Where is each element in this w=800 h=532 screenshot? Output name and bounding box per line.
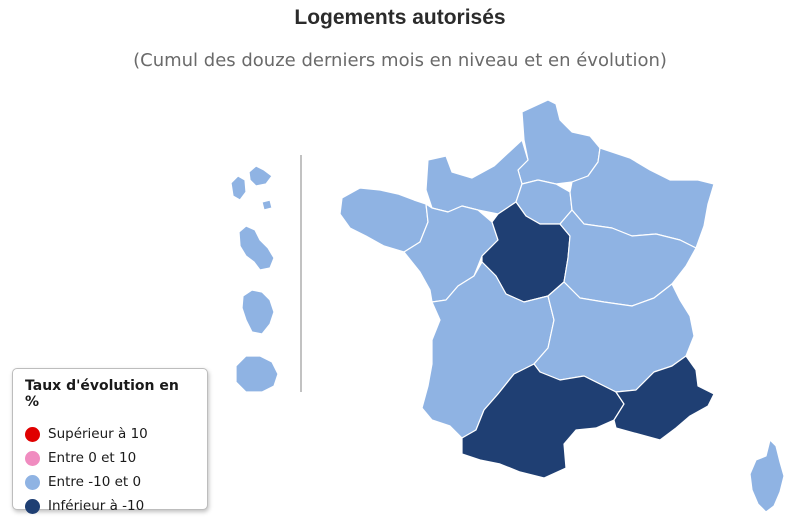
region-occitanie[interactable]: Occitanie: [461, 363, 625, 479]
region-la-reunion[interactable]: La Réunion: [235, 355, 279, 393]
region-normandie[interactable]: Normandie: [425, 139, 529, 215]
legend-dot-icon: [25, 426, 40, 442]
legend-label: Entre 0 et 10: [48, 450, 137, 466]
legend-item-entre-0-10[interactable]: Entre 0 et 10: [25, 446, 197, 470]
legend-item-superieur-10[interactable]: Supérieur à 10: [25, 422, 197, 446]
map-title: Logements autorisés: [294, 6, 506, 29]
legend-label: Inférieur à -10: [48, 498, 145, 514]
region-hauts-de-france[interactable]: Hauts-de-France: [517, 99, 601, 185]
legend-label: Entre -10 et 0: [48, 474, 142, 490]
region-guyane[interactable]: Guyane: [241, 289, 275, 335]
region-corse[interactable]: Corse: [749, 439, 785, 513]
legend-item-entre-m10-0[interactable]: Entre -10 et 0: [25, 470, 197, 494]
region-martinique[interactable]: Martinique: [238, 225, 275, 271]
region-bourgogne-franche-comte[interactable]: Bourgogne-Franche-Comté: [559, 209, 697, 307]
legend-label: Supérieur à 10: [48, 426, 148, 442]
legend-dot-icon: [25, 450, 40, 466]
region-guadeloupe[interactable]: Guadeloupe: [230, 165, 273, 211]
map-subtitle: (Cumul des douze derniers mois en niveau…: [133, 50, 667, 71]
legend-dot-icon: [25, 498, 40, 514]
region-provence-alpes-cote-dazur[interactable]: Provence-Alpes-Côte d'Azur: [613, 355, 715, 441]
region-bretagne[interactable]: Bretagne: [339, 187, 429, 253]
legend-dot-icon: [25, 474, 40, 490]
legend-item-inferieur-m10[interactable]: Inférieur à -10: [25, 494, 197, 518]
legend-title: Taux d'évolution en %: [25, 378, 179, 410]
legend: Taux d'évolution en % Supérieur à 10 Ent…: [12, 368, 208, 514]
